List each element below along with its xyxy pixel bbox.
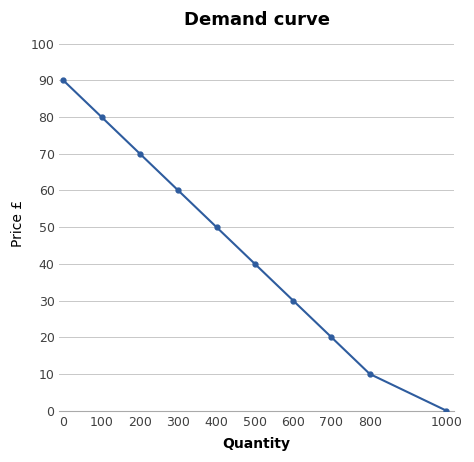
Title: Demand curve: Demand curve (184, 11, 330, 29)
X-axis label: Quantity: Quantity (223, 437, 291, 451)
Y-axis label: Price £: Price £ (11, 200, 25, 247)
